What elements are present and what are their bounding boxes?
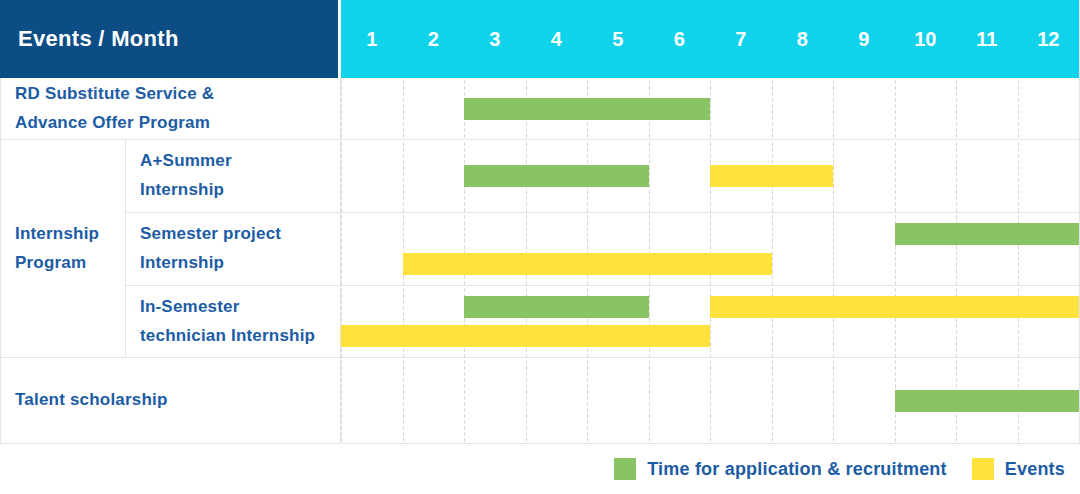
row-chart-a-plus-summer-internship [341,140,1079,213]
month-label-6: 6 [649,28,711,51]
application-bar [464,98,710,120]
month-label-7: 7 [710,28,772,51]
header-events-month-label: Events / Month [18,26,179,52]
row-chart-semester-project-internship [341,213,1079,286]
month-label-5: 5 [587,28,649,51]
row-chart-rd-substitute-service [341,78,1079,140]
month-label-2: 2 [403,28,465,51]
event-bar [403,253,772,275]
group-label-internship-program: Internship Program [1,140,126,358]
application-bar [464,165,649,187]
legend-swatch-yellow [972,458,994,480]
legend-label-application: Time for application & recruitment [647,459,947,480]
application-bar [895,390,1080,412]
row-label-talent-scholarship: Talent scholarship [1,358,341,444]
row-label-in-semester-technician-internship: In-Semester technician Internship [126,286,341,358]
row-label-a-plus-summer-internship: A+Summer Internship [126,140,341,213]
month-label-12: 12 [1018,28,1080,51]
row-label-semester-project-internship: Semester project Internship [126,213,341,286]
month-header-row: 1 2 3 4 5 6 7 8 9 10 11 12 [341,0,1079,78]
month-label-8: 8 [772,28,834,51]
legend-item-application: Time for application & recruitment [614,458,947,480]
legend: Time for application & recruitment Event… [0,444,1080,494]
month-label-3: 3 [464,28,526,51]
event-bar [710,165,833,187]
schedule-table: Events / Month 1 2 3 4 5 6 7 8 9 10 11 1… [0,0,1080,444]
month-label-4: 4 [526,28,588,51]
month-label-10: 10 [895,28,957,51]
row-chart-in-semester-technician-internship [341,286,1079,358]
application-bar [464,296,649,318]
application-bar [895,223,1080,245]
header-events-month: Events / Month [0,0,341,78]
month-label-11: 11 [956,28,1018,51]
month-label-9: 9 [833,28,895,51]
legend-label-events: Events [1005,459,1065,480]
legend-swatch-green [614,458,636,480]
gantt-schedule-page: Events / Month 1 2 3 4 5 6 7 8 9 10 11 1… [0,0,1080,494]
month-label-1: 1 [341,28,403,51]
legend-item-events: Events [972,458,1065,480]
event-bar [710,296,1079,318]
row-label-rd-substitute-service: RD Substitute Service & Advance Offer Pr… [1,78,341,140]
row-chart-talent-scholarship [341,358,1079,444]
event-bar [341,325,710,347]
